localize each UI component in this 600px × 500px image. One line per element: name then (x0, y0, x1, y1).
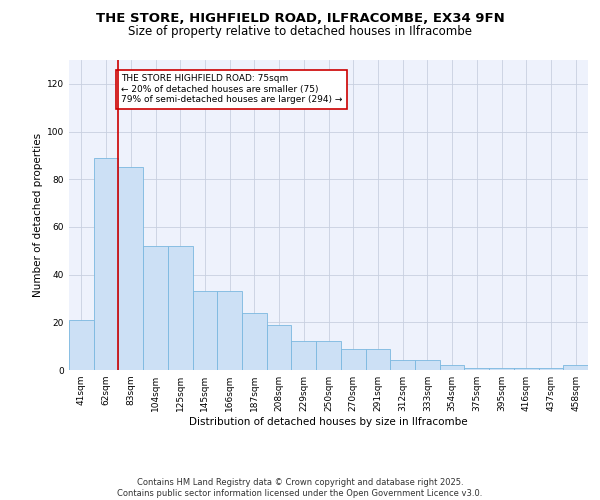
Text: Size of property relative to detached houses in Ilfracombe: Size of property relative to detached ho… (128, 25, 472, 38)
Bar (94, 158, 118, 370)
Bar (390, 360, 415, 370)
Bar (464, 368, 489, 370)
Bar (217, 292, 242, 370)
Bar (168, 246, 193, 370)
Bar (316, 342, 341, 370)
Bar (514, 368, 539, 370)
Bar (440, 365, 464, 370)
Bar (292, 342, 316, 370)
Text: THE STORE HIGHFIELD ROAD: 75sqm
← 20% of detached houses are smaller (75)
79% of: THE STORE HIGHFIELD ROAD: 75sqm ← 20% of… (121, 74, 342, 104)
Y-axis label: Number of detached properties: Number of detached properties (33, 133, 43, 297)
Text: THE STORE, HIGHFIELD ROAD, ILFRACOMBE, EX34 9FN: THE STORE, HIGHFIELD ROAD, ILFRACOMBE, E… (95, 12, 505, 26)
Bar (539, 368, 563, 370)
Text: Contains HM Land Registry data © Crown copyright and database right 2025.
Contai: Contains HM Land Registry data © Crown c… (118, 478, 482, 498)
Bar (267, 324, 292, 370)
Bar (341, 348, 365, 370)
Bar (242, 313, 267, 370)
Bar (69, 320, 94, 370)
Bar (489, 368, 514, 370)
Bar (415, 360, 440, 370)
Bar (118, 168, 143, 370)
Bar (563, 365, 588, 370)
X-axis label: Distribution of detached houses by size in Ilfracombe: Distribution of detached houses by size … (189, 417, 468, 427)
Bar (193, 292, 217, 370)
Bar (365, 348, 390, 370)
Bar (143, 246, 168, 370)
